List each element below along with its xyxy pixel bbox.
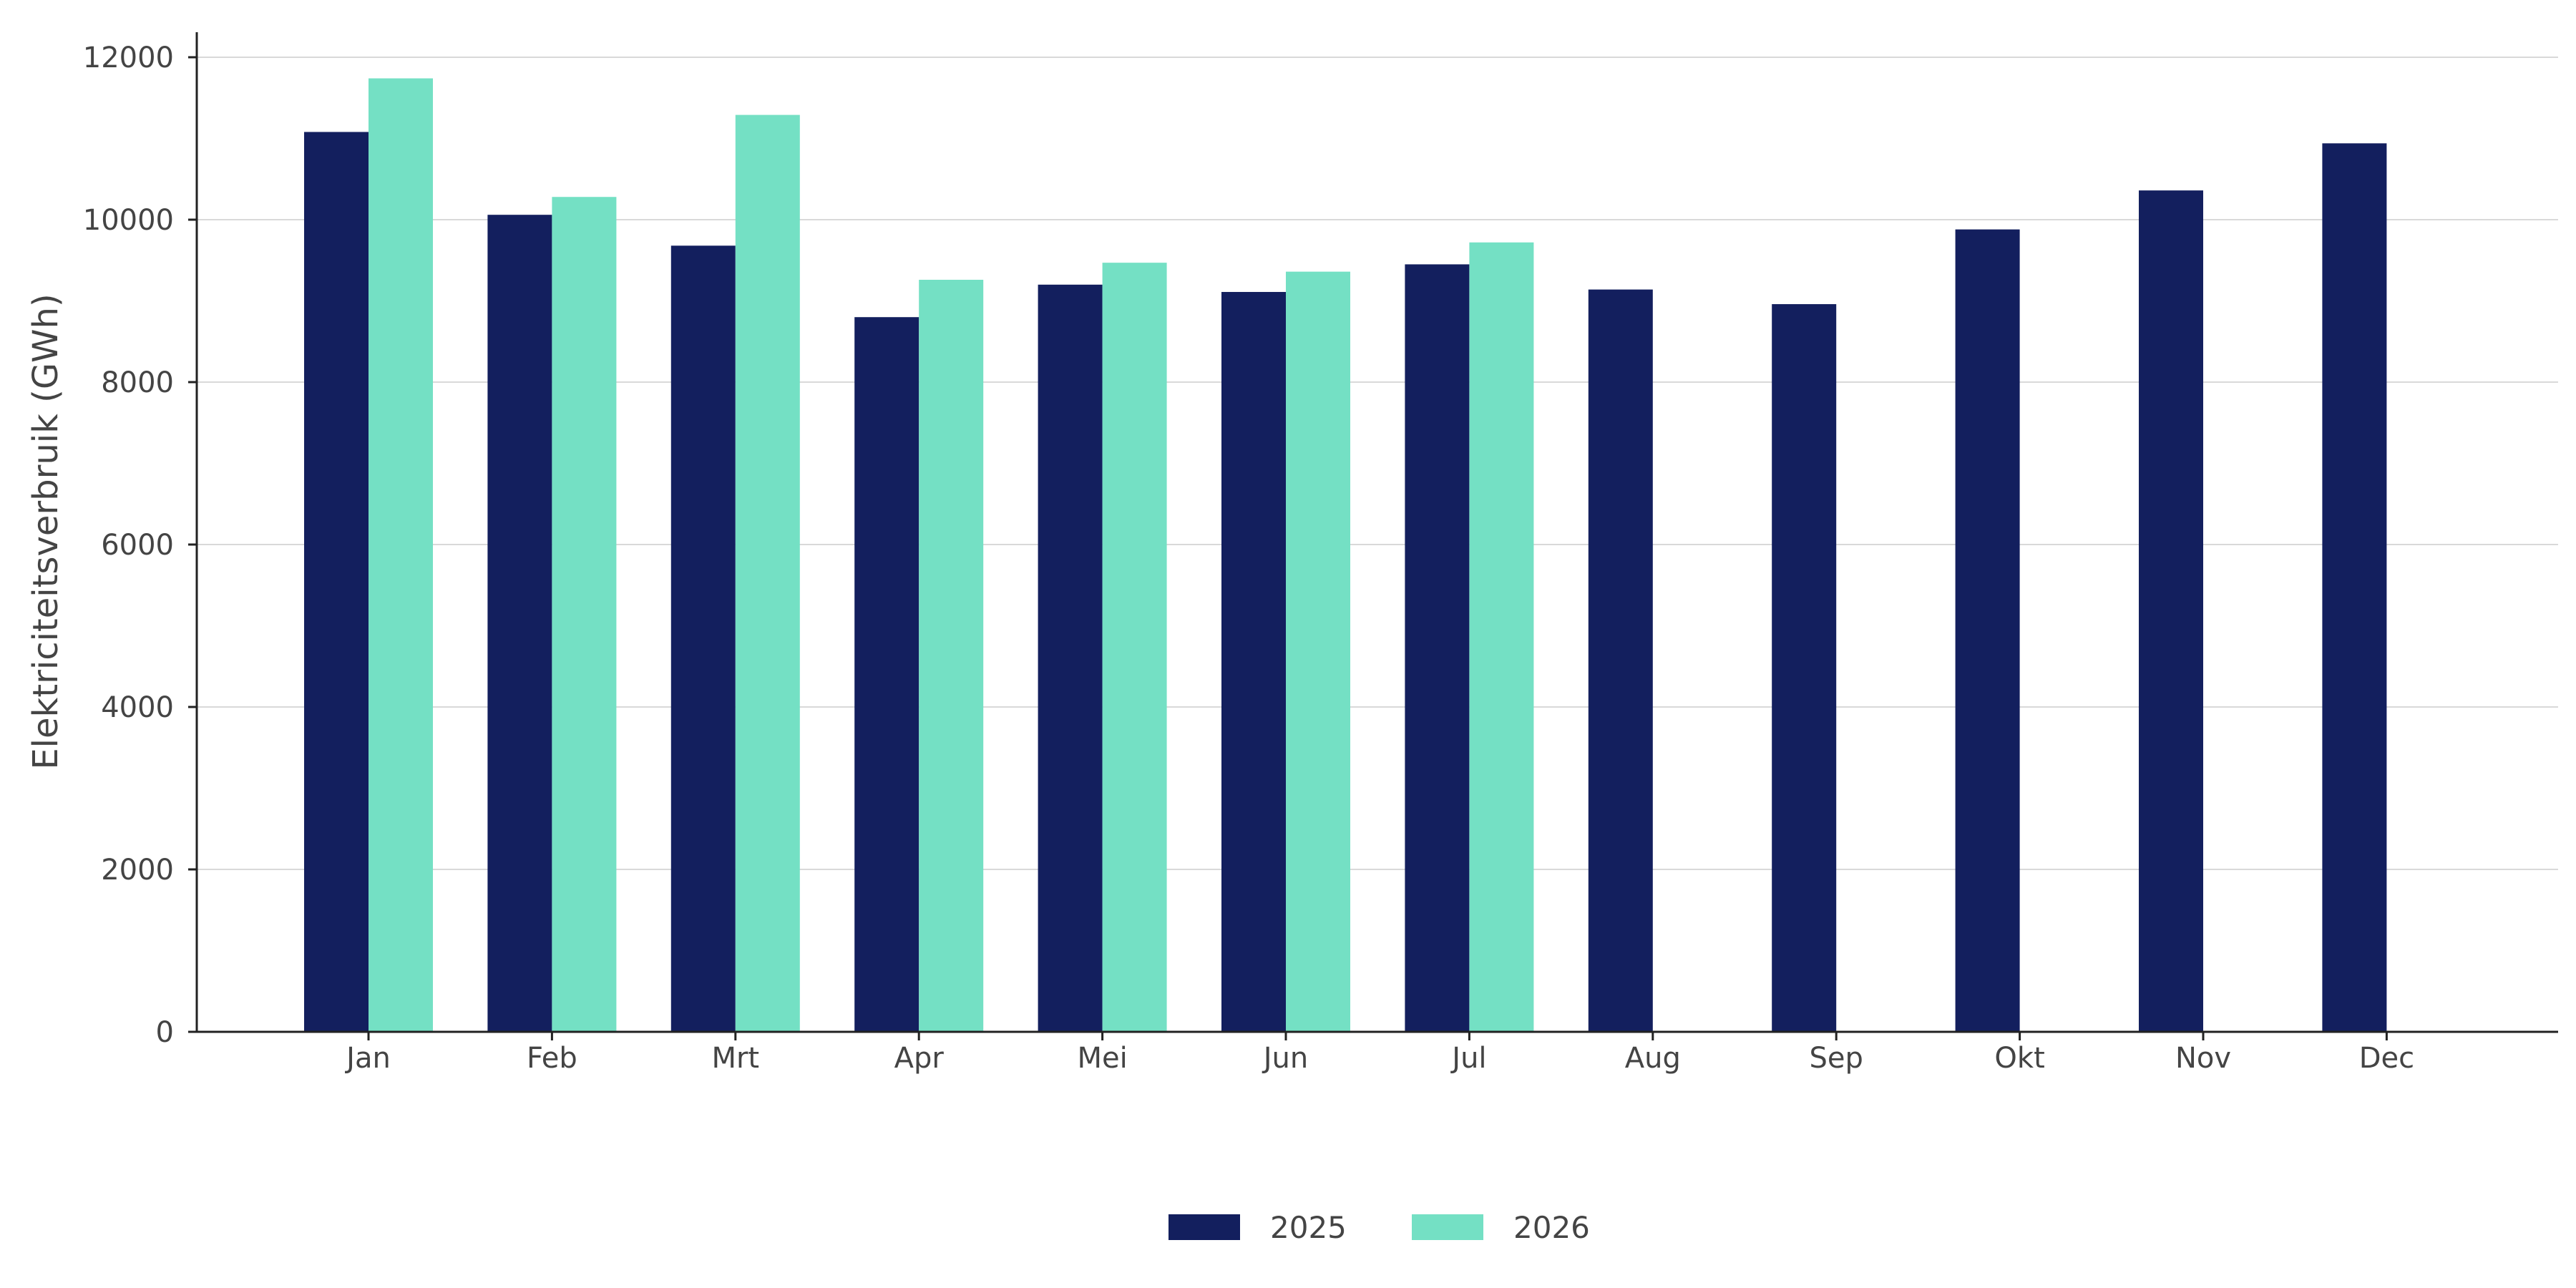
x-tick-label: Mrt xyxy=(711,1042,759,1075)
x-tick-label: Jul xyxy=(1450,1042,1486,1075)
bar-2026-Feb xyxy=(552,197,617,1033)
bar-2025-Jan xyxy=(304,132,369,1032)
x-tick-label: Feb xyxy=(527,1042,577,1075)
bar-2025-Apr xyxy=(854,317,919,1032)
y-tick-label: 6000 xyxy=(101,529,174,562)
x-tick-label: Apr xyxy=(894,1042,945,1075)
legend-swatch-2026 xyxy=(1412,1214,1483,1240)
bar-2025-Feb xyxy=(487,215,552,1033)
bar-2025-Sep xyxy=(1772,304,1837,1032)
bar-2026-Jun xyxy=(1286,271,1350,1032)
bar-2026-Jul xyxy=(1469,242,1534,1032)
bars xyxy=(304,78,2387,1033)
y-tick-label: 12000 xyxy=(83,42,174,74)
x-tick-label: Sep xyxy=(1810,1042,1863,1075)
y-tick-label: 0 xyxy=(156,1016,174,1049)
y-tick-label: 8000 xyxy=(101,366,174,399)
bar-2025-Aug xyxy=(1588,289,1653,1032)
bar-2025-Mei xyxy=(1038,284,1103,1032)
y-tick-label: 2000 xyxy=(101,854,174,887)
bar-2025-Nov xyxy=(2139,190,2203,1032)
bar-2025-Mrt xyxy=(670,245,736,1032)
bar-2025-Jun xyxy=(1221,292,1286,1032)
tick-labels: 0 2000 4000 6000 8000 10000 12000 Jan Feb Mrt Apr M… xyxy=(83,42,2414,1075)
x-tick-label: Jun xyxy=(1262,1042,1309,1075)
bar-2026-Jan xyxy=(369,78,433,1032)
x-tick-label: Jan xyxy=(344,1042,391,1075)
bar-2025-Okt xyxy=(1955,229,2020,1032)
x-tick-label: Nov xyxy=(2175,1042,2231,1075)
y-tick-label: 10000 xyxy=(83,204,174,237)
x-tick-label: Okt xyxy=(1994,1042,2044,1075)
bar-2025-Jul xyxy=(1405,264,1470,1032)
x-tick-label: Mei xyxy=(1077,1042,1127,1075)
legend-swatch-2025 xyxy=(1169,1214,1240,1240)
legend: 2025 2026 xyxy=(1169,1210,1590,1245)
y-axis-title: Elektriciteitsverbruik (GWh) xyxy=(26,293,66,769)
legend-label-2026: 2026 xyxy=(1513,1210,1590,1245)
legend-label-2025: 2025 xyxy=(1270,1210,1347,1245)
x-tick-label: Aug xyxy=(1625,1042,1681,1075)
bar-2026-Apr xyxy=(919,279,984,1032)
bar-2025-Dec xyxy=(2322,143,2387,1032)
bar-2026-Mrt xyxy=(735,114,800,1033)
y-tick-label: 4000 xyxy=(101,691,174,724)
x-tick-label: Dec xyxy=(2359,1042,2414,1075)
bar-2026-Mei xyxy=(1102,263,1167,1032)
axes xyxy=(188,32,2558,1040)
